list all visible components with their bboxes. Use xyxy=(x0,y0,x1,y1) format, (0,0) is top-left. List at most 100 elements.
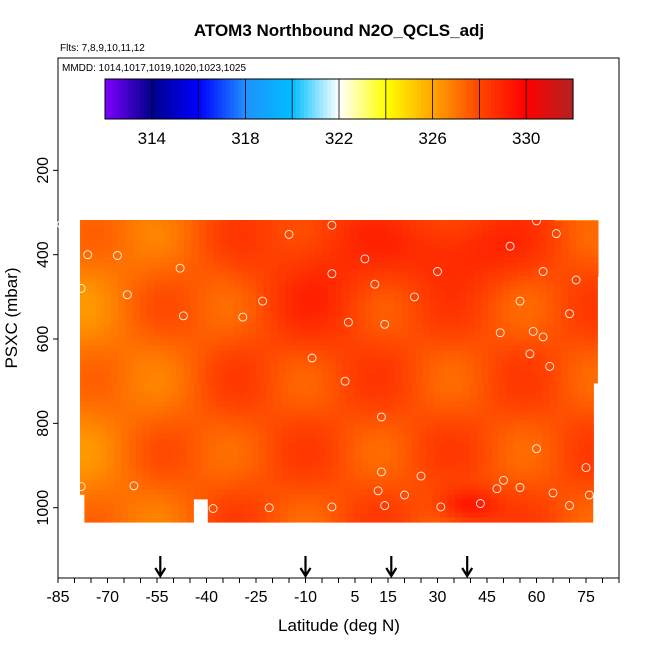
heatmap-cell xyxy=(394,234,403,240)
heatmap-cell xyxy=(186,457,195,463)
heatmap-cell xyxy=(137,211,145,216)
heatmap-cell xyxy=(532,239,541,245)
heatmap-cell xyxy=(358,248,367,254)
heatmap-cell xyxy=(321,165,329,170)
heatmap-cell xyxy=(80,401,86,407)
heatmap-cell xyxy=(517,322,526,328)
heatmap-cell xyxy=(185,183,193,188)
heatmap-cell xyxy=(266,461,275,467)
heatmap-cell xyxy=(401,243,410,249)
heatmap-cell xyxy=(321,285,330,291)
heatmap-cell xyxy=(198,262,207,268)
heatmap-cell xyxy=(493,197,501,202)
heatmap-cell xyxy=(135,401,144,407)
heatmap-cell xyxy=(357,373,366,379)
heatmap-cell xyxy=(139,290,148,296)
heatmap-cell xyxy=(547,266,555,273)
heatmap-cell xyxy=(368,410,377,416)
heatmap-cell xyxy=(382,396,391,402)
heatmap-cell xyxy=(426,392,435,398)
heatmap-cell xyxy=(328,345,337,351)
heatmap-cell xyxy=(297,202,305,207)
heatmap-cell xyxy=(524,350,533,356)
heatmap-cell xyxy=(452,253,461,259)
heatmap-cell xyxy=(86,197,94,202)
colorbar-cell xyxy=(206,79,211,119)
heatmap-cell xyxy=(350,359,359,365)
heatmap-cell xyxy=(85,433,93,440)
heatmap-cell xyxy=(477,471,485,477)
heatmap-cell xyxy=(542,420,551,426)
heatmap-cell xyxy=(237,429,246,435)
heatmap-cell xyxy=(430,345,439,351)
colorbar-cell xyxy=(257,79,262,119)
heatmap-cell xyxy=(266,401,275,407)
heatmap-cell xyxy=(223,457,231,463)
heatmap-cell xyxy=(546,341,555,347)
heatmap-cell xyxy=(281,406,289,412)
heatmap-cell xyxy=(317,420,326,426)
heatmap-cell xyxy=(583,239,592,245)
heatmap-cell xyxy=(197,369,206,375)
heatmap-cell xyxy=(578,461,587,467)
heatmap-cell xyxy=(539,304,547,310)
heatmap-cell xyxy=(110,331,119,338)
heatmap-cell xyxy=(293,266,301,273)
heatmap-cell xyxy=(135,410,144,416)
heatmap-cell xyxy=(324,438,333,444)
heatmap-cell xyxy=(198,220,207,226)
heatmap-cell xyxy=(351,220,359,226)
heatmap-cell xyxy=(571,392,580,398)
heatmap-cell xyxy=(520,457,529,463)
heatmap-cell xyxy=(299,359,308,365)
heatmap-cell xyxy=(510,299,518,305)
heatmap-cell xyxy=(502,308,511,314)
heatmap-cell xyxy=(560,322,569,328)
heatmap-cell xyxy=(502,322,511,328)
heatmap-cell xyxy=(503,174,511,179)
heatmap-cell xyxy=(164,415,173,421)
heatmap-cell xyxy=(433,382,442,389)
colorbar-cell xyxy=(389,79,395,119)
heatmap-cell xyxy=(474,248,483,254)
heatmap-cell xyxy=(121,415,130,421)
heatmap-cell xyxy=(111,229,120,235)
heatmap-cell xyxy=(368,457,377,463)
heatmap-cell xyxy=(159,211,167,216)
heatmap-cell xyxy=(546,355,555,361)
heatmap-cell xyxy=(532,229,541,235)
heatmap-cell xyxy=(544,211,552,216)
heatmap-cell xyxy=(548,183,556,188)
heatmap-cell xyxy=(103,294,112,300)
heatmap-cell xyxy=(372,317,381,324)
heatmap-cell xyxy=(495,299,504,305)
heatmap-cell xyxy=(85,447,93,453)
heatmap-cell xyxy=(471,211,479,216)
heatmap-cell xyxy=(452,220,461,226)
heatmap-cell xyxy=(502,299,511,305)
heatmap-cell xyxy=(161,317,170,324)
colorbar-cell xyxy=(249,79,254,119)
heatmap-cell xyxy=(350,350,359,356)
heatmap-cell xyxy=(311,197,319,202)
heatmap-cell xyxy=(339,443,348,449)
heatmap-cell xyxy=(288,438,297,444)
heatmap-cell xyxy=(466,336,475,342)
heatmap-cell xyxy=(237,382,246,389)
heatmap-cell xyxy=(300,170,308,175)
heatmap-cell xyxy=(252,415,260,421)
heatmap-cell xyxy=(439,183,447,188)
heatmap-cell xyxy=(155,243,163,249)
heatmap-cell xyxy=(121,443,130,449)
heatmap-cell xyxy=(263,234,272,240)
heatmap-cell xyxy=(549,429,558,435)
heatmap-cell xyxy=(118,364,126,370)
heatmap-cell xyxy=(314,160,322,165)
heatmap-cell xyxy=(321,160,329,165)
heatmap-cell xyxy=(495,373,504,379)
heatmap-cell xyxy=(285,299,293,305)
heatmap-cell xyxy=(230,392,239,398)
heatmap-cell xyxy=(172,452,181,458)
heatmap-cell xyxy=(188,197,196,202)
heatmap-cell xyxy=(205,257,214,263)
